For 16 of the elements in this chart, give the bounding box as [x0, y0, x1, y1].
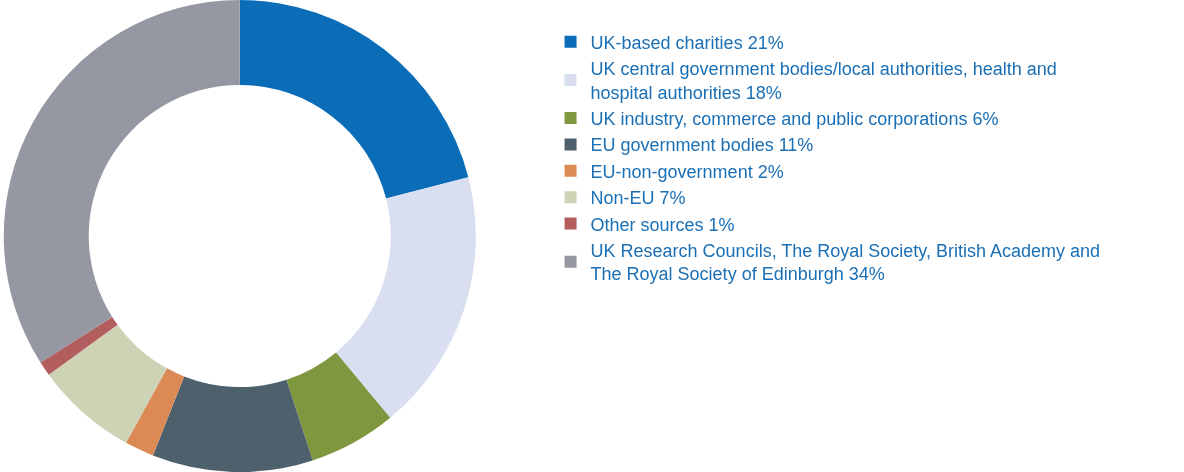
legend-label: Other sources 1% — [590, 214, 735, 235]
legend-label: UK central government bodies/local authorities, health and hospital authorities 18% — [590, 59, 1057, 103]
donut-slice — [286, 352, 391, 461]
donut-slice — [152, 376, 313, 472]
legend-label: EU government bodies 11% — [590, 135, 814, 156]
donut-slice — [48, 324, 167, 443]
donut-slice — [126, 368, 185, 456]
donut-slice — [336, 177, 476, 418]
legend-label: EU-non-government 2% — [590, 161, 784, 182]
legend-label: Non-EU 7% — [590, 188, 686, 209]
donut-slice — [40, 316, 118, 375]
legend-label: UK Research Councils, The Royal Society, British Academy and The Royal Society of Edinburgh 34% — [590, 241, 1101, 285]
donut-slice — [239, 0, 469, 199]
legend-label: UK-based charities 21% — [590, 32, 784, 53]
donut-slice — [4, 0, 240, 363]
legend-label: UK industry, commerce and public corporations 6% — [590, 109, 999, 130]
